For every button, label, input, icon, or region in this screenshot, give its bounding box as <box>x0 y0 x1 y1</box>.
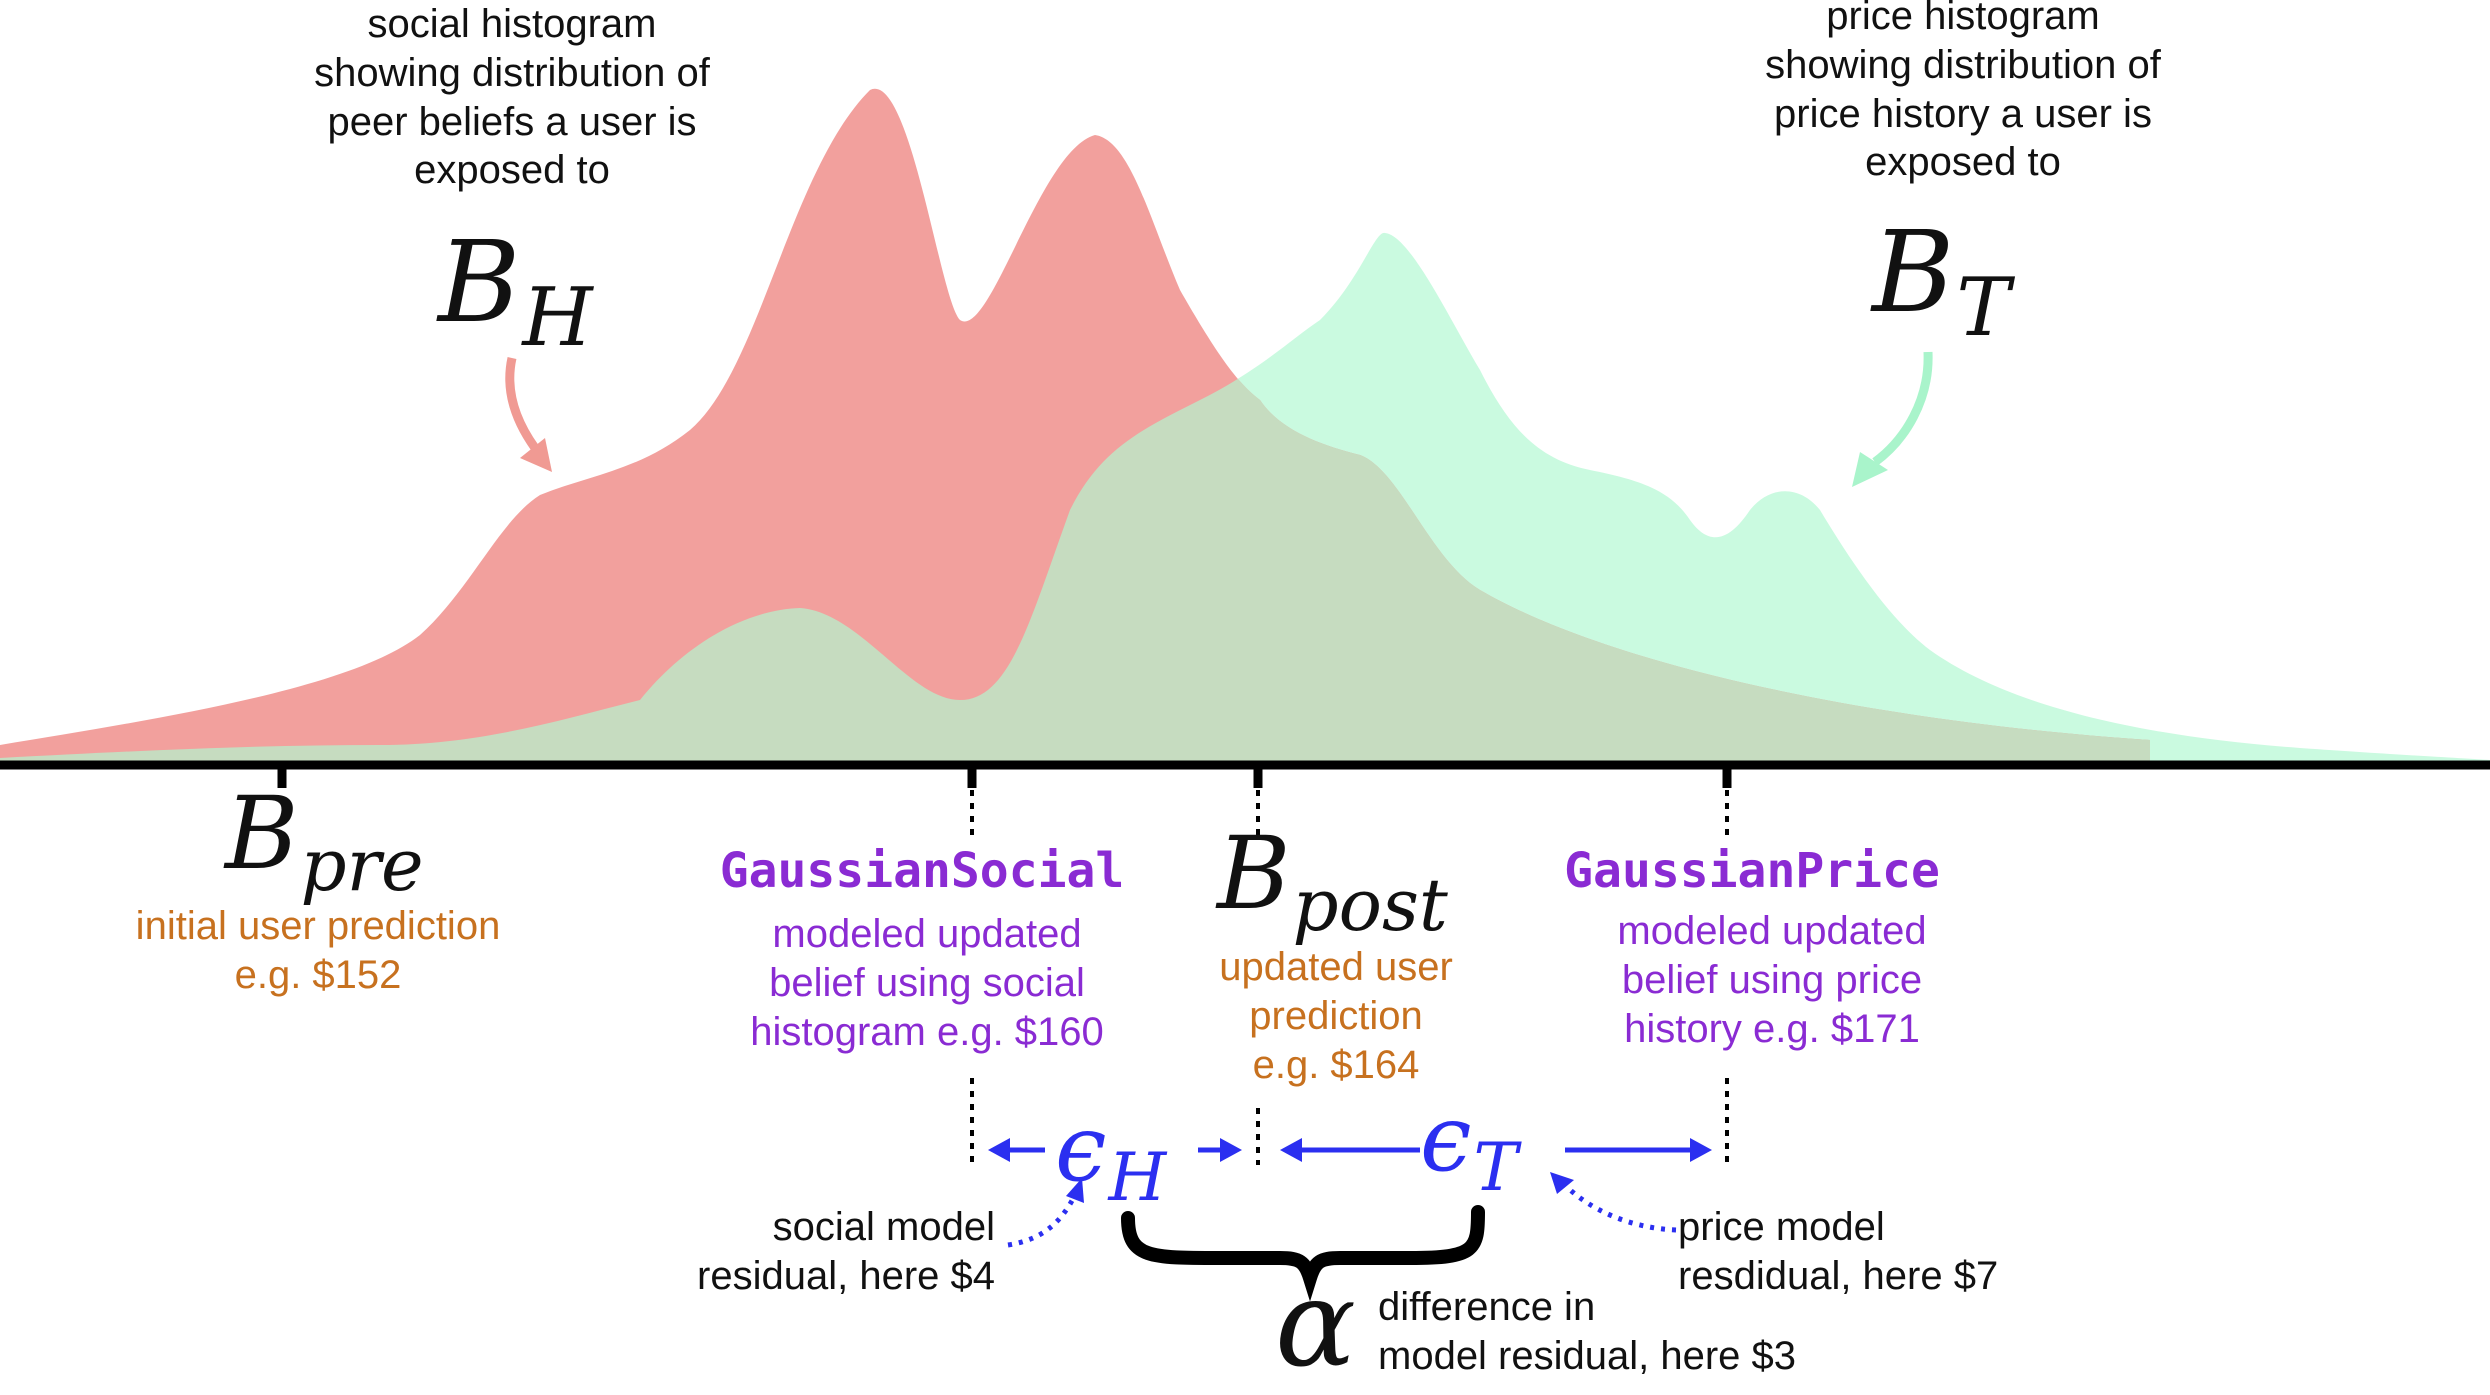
gaussian-price-label: modeled updated belief using price histo… <box>1617 909 1927 1051</box>
price-residual-pointer <box>1550 1172 1677 1233</box>
bpre-symbol: Bpre <box>225 775 424 907</box>
bpost-label: updated user prediction e.g. $164 <box>1219 945 1453 1087</box>
social-histogram-annotation: social histogram showing distribution of… <box>314 2 710 193</box>
bt-pointer-arrow <box>1852 351 1933 487</box>
bh-pointer-arrow <box>505 357 552 472</box>
bpre-label: initial user prediction e.g. $152 <box>135 904 501 997</box>
social-histogram-area <box>0 88 2150 763</box>
et-left-arrow <box>1280 1138 1420 1162</box>
et-right-arrow <box>1565 1138 1712 1162</box>
eh-left-arrow <box>988 1138 1045 1162</box>
et-symbol: ϵT <box>1420 1085 1518 1206</box>
bpost-symbol: Bpost <box>1217 815 1448 947</box>
bh-symbol: BH <box>438 218 593 366</box>
gaussian-price-title: GaussianPrice <box>1564 843 1940 899</box>
price-histogram-annotation: price histogram showing distribution of … <box>1765 0 2161 185</box>
eh-right-arrow <box>1198 1138 1242 1162</box>
eh-symbol: ϵH <box>1055 1095 1167 1216</box>
gaussian-social-label: modeled updated belief using social hist… <box>750 912 1104 1054</box>
social-residual-label: social model residual, here $4 <box>697 1205 995 1298</box>
alpha-symbol: α <box>1275 1255 1357 1394</box>
alpha-brace <box>1121 1205 1485 1302</box>
gaussian-social-title: GaussianSocial <box>719 843 1125 899</box>
alpha-label: difference in model residual, here $3 <box>1378 1285 1797 1378</box>
price-residual-label: price model resdidual, here $7 <box>1678 1205 1999 1298</box>
bt-symbol: BT <box>1872 208 2011 356</box>
social-residual-pointer <box>1007 1178 1084 1248</box>
